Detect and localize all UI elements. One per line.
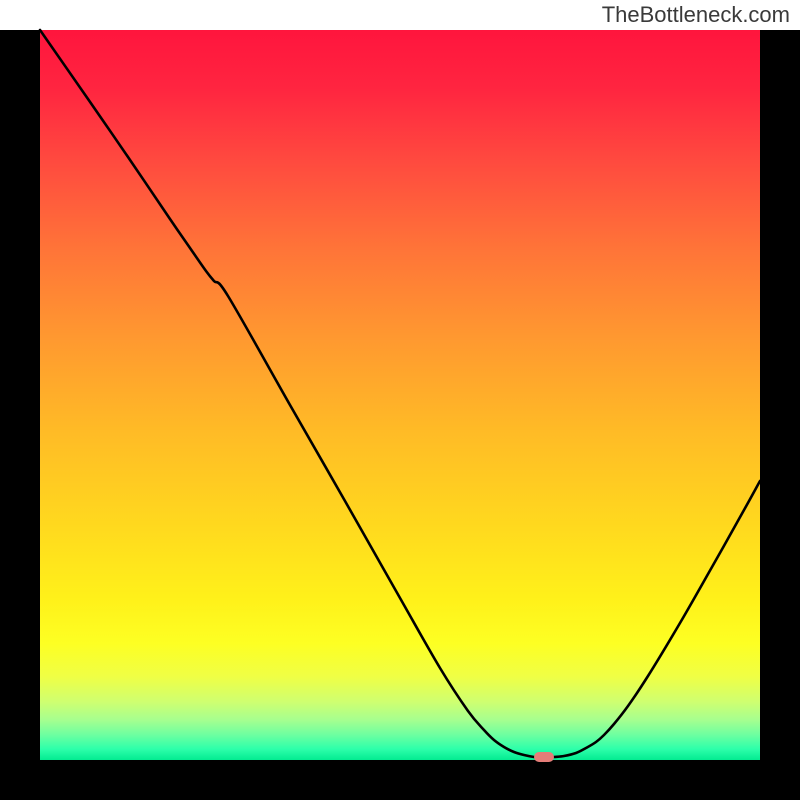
chart-root: TheBottleneck.com <box>0 0 800 800</box>
plot-frame <box>0 30 800 800</box>
attribution-text: TheBottleneck.com <box>602 2 790 28</box>
